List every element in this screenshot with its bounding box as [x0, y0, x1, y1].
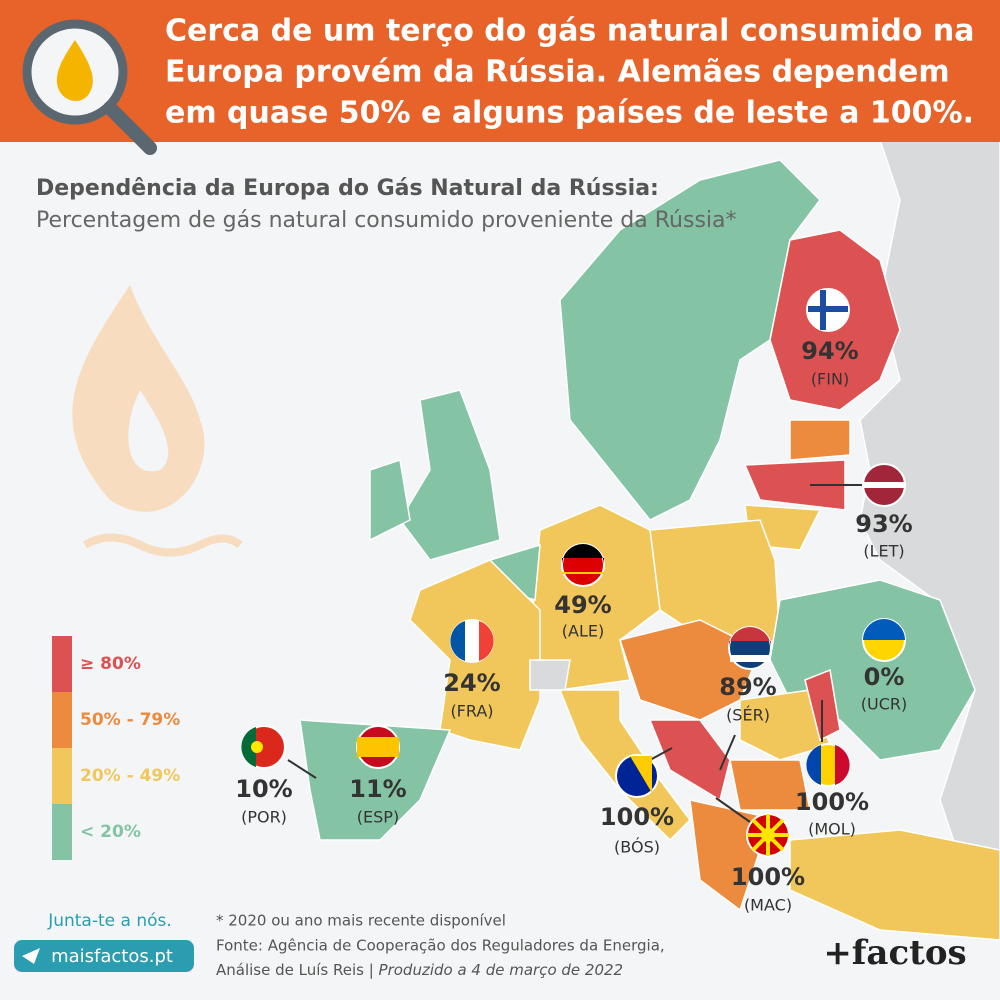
cta-text: Junta-te a nós. — [47, 911, 172, 931]
map — [299, 139, 1000, 941]
title-line: Cerca de um terço do gás natural consumi… — [165, 14, 975, 49]
author: Análise de Luís Reis | — [216, 961, 379, 979]
country-code: (SÉR) — [726, 706, 770, 725]
legend-swatch — [52, 636, 72, 692]
country-code: (BÓS) — [614, 838, 660, 857]
uk — [399, 389, 501, 561]
title-line: em quase 50% e alguns países de leste a … — [165, 96, 974, 131]
country-value: 11% — [349, 775, 406, 803]
country-code: (FIN) — [811, 370, 849, 389]
legend-label: ≥ 80% — [80, 654, 141, 674]
country-code: (ALE) — [562, 622, 604, 641]
cta-button-text[interactable]: maisfactos.pt — [51, 946, 173, 967]
iberia — [299, 719, 452, 841]
date: Produzido a 4 de março de 2022 — [379, 961, 624, 979]
legend-label: < 20% — [80, 822, 141, 842]
estonia — [789, 419, 851, 461]
ireland — [369, 459, 411, 542]
legend-swatch — [52, 804, 72, 860]
logo: +factos — [823, 933, 966, 973]
country-value: 100% — [795, 788, 869, 816]
legend-swatch — [52, 692, 72, 748]
country-value: 49% — [554, 591, 611, 619]
romania — [739, 689, 831, 761]
scandinavia — [559, 159, 821, 521]
country-code: (LET) — [863, 542, 904, 561]
country-code: (ESP) — [357, 808, 399, 827]
country-value: 10% — [235, 775, 292, 803]
country-code: (UCR) — [861, 695, 907, 714]
country-value: 0% — [864, 663, 905, 691]
country-value: 100% — [731, 863, 805, 891]
description: Percentagem de gás natural consumido pro… — [36, 208, 737, 233]
footnote: * 2020 ou ano mais recente disponível — [216, 912, 506, 930]
flame-decoration — [72, 285, 243, 557]
country-labels: 94% (FIN) 93% (LET) 49% (ALE) 24% (FRA) … — [235, 288, 913, 915]
country-value: 93% — [855, 510, 912, 538]
legend: ≥ 80% 50% - 79% 20% - 49% < 20% — [52, 636, 180, 860]
latvia — [743, 459, 846, 511]
country-value: 94% — [801, 337, 858, 365]
country-value: 100% — [600, 803, 674, 831]
cta-button[interactable]: maisfactos.pt — [14, 940, 194, 972]
legend-label: 20% - 49% — [80, 766, 180, 786]
source: Fonte: Agência de Cooperação dos Regulad… — [216, 937, 665, 955]
bulgaria — [729, 759, 811, 811]
country-value: 24% — [443, 669, 500, 697]
turkey — [789, 829, 1000, 941]
country-code: (FRA) — [450, 702, 493, 721]
subtitle: Dependência da Europa do Gás Natural da … — [36, 176, 659, 201]
country-code: (MAC) — [744, 896, 792, 915]
country-value: 89% — [719, 673, 776, 701]
credits: Análise de Luís Reis | Produzido a 4 de … — [216, 961, 623, 979]
legend-label: 50% - 79% — [80, 710, 180, 730]
legend-swatch — [52, 748, 72, 804]
title-line: Europa provém da Rússia. Alemães depende… — [165, 55, 950, 90]
balkans — [648, 719, 731, 802]
country-code: (POR) — [241, 808, 287, 827]
magnifier-icon — [22, 19, 157, 155]
header — [0, 0, 1000, 142]
switzerland — [529, 659, 571, 691]
country-code: (MOL) — [808, 820, 856, 839]
